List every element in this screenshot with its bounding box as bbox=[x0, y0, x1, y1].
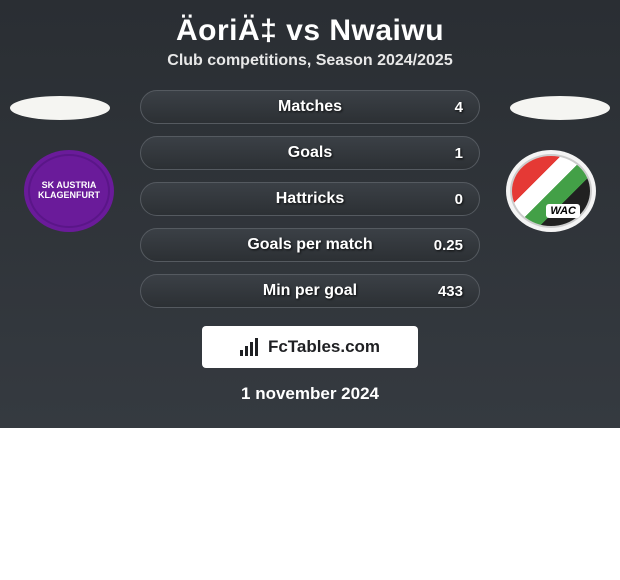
content-area: SK AUSTRIA KLAGENFURT WAC Matches 4 Goal… bbox=[0, 90, 620, 404]
brand-badge[interactable]: FcTables.com bbox=[202, 326, 418, 368]
stat-row-hattricks: Hattricks 0 bbox=[140, 182, 480, 216]
left-club-badge: SK AUSTRIA KLAGENFURT bbox=[28, 154, 110, 228]
right-club-logo: WAC bbox=[506, 150, 596, 232]
right-oval-decoration bbox=[510, 96, 610, 120]
stat-label: Hattricks bbox=[141, 190, 479, 208]
page-subtitle: Club competitions, Season 2024/2025 bbox=[0, 52, 620, 90]
right-club-badge: WAC bbox=[510, 154, 592, 228]
stats-list: Matches 4 Goals 1 Hattricks 0 Goals per … bbox=[140, 90, 480, 308]
stat-value: 433 bbox=[438, 283, 463, 300]
right-club-badge-text: WAC bbox=[546, 204, 580, 218]
footer-date: 1 november 2024 bbox=[0, 384, 620, 404]
stat-value: 0 bbox=[455, 191, 463, 208]
stat-value: 4 bbox=[455, 99, 463, 116]
left-club-logo: SK AUSTRIA KLAGENFURT bbox=[24, 150, 114, 232]
stat-value: 0.25 bbox=[434, 237, 463, 254]
left-oval-decoration bbox=[10, 96, 110, 120]
stat-row-min-per-goal: Min per goal 433 bbox=[140, 274, 480, 308]
stat-label: Min per goal bbox=[141, 282, 479, 300]
left-club-badge-text: SK AUSTRIA KLAGENFURT bbox=[30, 181, 108, 201]
stat-row-goals: Goals 1 bbox=[140, 136, 480, 170]
page-title: ÄoriÄ‡ vs Nwaiwu bbox=[0, 0, 620, 52]
stat-value: 1 bbox=[455, 145, 463, 162]
stat-row-goals-per-match: Goals per match 0.25 bbox=[140, 228, 480, 262]
stat-label: Goals bbox=[141, 144, 479, 162]
stat-label: Goals per match bbox=[141, 236, 479, 254]
stat-row-matches: Matches 4 bbox=[140, 90, 480, 124]
stats-card: ÄoriÄ‡ vs Nwaiwu Club competitions, Seas… bbox=[0, 0, 620, 428]
bar-chart-icon bbox=[240, 338, 262, 356]
stat-label: Matches bbox=[141, 98, 479, 116]
brand-text: FcTables.com bbox=[268, 337, 380, 357]
